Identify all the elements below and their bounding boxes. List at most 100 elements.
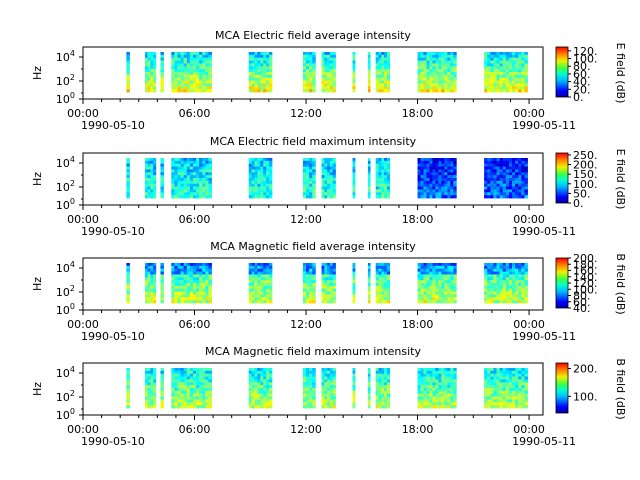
data-cell xyxy=(490,183,494,187)
data-cell xyxy=(367,396,371,400)
data-cell xyxy=(384,379,388,383)
data-cell xyxy=(251,178,255,182)
data-cell xyxy=(502,288,507,292)
data-cell xyxy=(444,268,448,272)
data-cell xyxy=(302,52,307,56)
data-cell xyxy=(438,385,442,389)
data-cell xyxy=(186,385,191,389)
data-cell xyxy=(518,189,522,193)
data-cell xyxy=(441,186,445,190)
data-cell xyxy=(324,390,328,395)
data-cell xyxy=(438,86,442,90)
data-cell xyxy=(306,180,310,185)
data-cell xyxy=(426,271,430,275)
data-cell xyxy=(321,390,325,395)
data-cell xyxy=(171,274,175,278)
data-cell xyxy=(126,189,130,193)
data-cell xyxy=(306,280,310,284)
data-cell xyxy=(302,195,307,199)
data-cell xyxy=(524,376,528,380)
data-cell xyxy=(524,396,528,400)
data-cell xyxy=(251,54,255,59)
data-cell xyxy=(302,277,307,281)
data-cell xyxy=(208,175,212,179)
data-cell xyxy=(126,80,130,84)
x-tick-label: 12:00 xyxy=(290,213,322,226)
data-cell xyxy=(332,163,336,167)
data-cell xyxy=(496,83,501,87)
data-cell xyxy=(381,175,385,179)
data-cell xyxy=(199,402,203,406)
data-cell xyxy=(524,72,528,76)
data-cell xyxy=(505,57,510,61)
data-cell xyxy=(183,72,188,76)
data-cell xyxy=(309,402,313,406)
data-cell xyxy=(199,379,203,383)
data-cell xyxy=(524,268,528,272)
data-cell xyxy=(327,183,331,187)
data-cell xyxy=(171,405,175,409)
data-cell xyxy=(183,288,188,292)
data-cell xyxy=(180,80,185,84)
x-date-label: 1990-05-11 xyxy=(512,225,576,238)
data-cell xyxy=(524,370,528,375)
data-cell xyxy=(269,77,273,81)
data-cell xyxy=(375,186,379,190)
data-cell xyxy=(375,52,379,56)
data-cell xyxy=(248,72,253,76)
data-cell xyxy=(177,60,181,64)
data-cell xyxy=(515,294,519,298)
data-cell xyxy=(423,57,427,61)
data-cell xyxy=(174,382,178,386)
data-cell xyxy=(453,63,457,67)
data-cell xyxy=(438,63,442,67)
data-cell xyxy=(248,80,253,84)
data-cell xyxy=(321,54,325,59)
data-cell xyxy=(367,195,371,199)
data-cell xyxy=(202,66,206,70)
data-cell xyxy=(183,402,188,406)
data-cell xyxy=(493,54,497,59)
data-cell xyxy=(309,175,313,179)
data-cell xyxy=(205,172,209,176)
data-cell xyxy=(444,160,448,165)
data-cell xyxy=(171,385,175,389)
data-cell xyxy=(329,74,334,79)
data-cell xyxy=(490,294,494,298)
data-cell xyxy=(251,189,255,193)
data-cell xyxy=(186,274,191,278)
data-cell xyxy=(450,172,454,176)
data-cell xyxy=(438,89,442,93)
data-cell xyxy=(438,54,442,59)
data-cell xyxy=(196,399,200,403)
data-cell xyxy=(147,396,151,400)
data-cell xyxy=(518,405,522,409)
data-cell xyxy=(450,388,454,392)
data-cell xyxy=(490,175,494,179)
data-cell xyxy=(447,271,451,275)
data-cell xyxy=(499,160,504,165)
data-cell xyxy=(417,280,421,284)
data-cell xyxy=(251,72,255,76)
data-cell xyxy=(493,77,497,81)
data-cell xyxy=(180,265,185,270)
data-cell xyxy=(269,382,273,386)
data-cell xyxy=(251,52,255,56)
data-cell xyxy=(177,86,181,90)
data-cell xyxy=(150,265,154,270)
data-cell xyxy=(324,382,328,386)
data-cell xyxy=(153,158,157,162)
data-cell xyxy=(499,382,504,386)
data-cell xyxy=(144,285,149,290)
data-cell xyxy=(512,66,516,70)
data-cell xyxy=(171,66,175,70)
colorbar-tick-label: 120. xyxy=(573,45,598,58)
data-cell xyxy=(505,74,510,79)
data-cell xyxy=(251,271,255,275)
data-cell xyxy=(160,265,164,270)
data-cell xyxy=(189,393,194,397)
data-cell xyxy=(251,300,255,304)
data-cell xyxy=(417,69,421,73)
data-cell xyxy=(192,368,197,372)
data-cell xyxy=(147,263,151,267)
